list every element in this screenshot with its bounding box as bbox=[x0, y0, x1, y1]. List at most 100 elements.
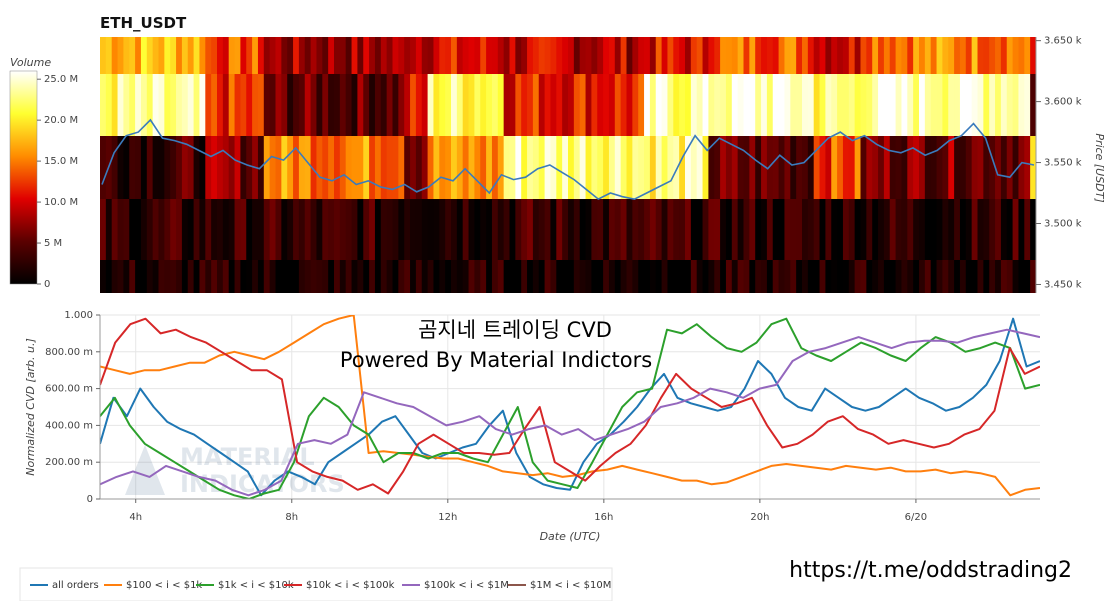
heatmap-cell bbox=[228, 74, 236, 136]
heatmap-cell bbox=[837, 199, 844, 260]
heatmap-cell bbox=[942, 74, 949, 136]
heatmap-cell bbox=[257, 37, 265, 74]
heatmap-cell bbox=[778, 199, 786, 260]
colorbar-tick-label: 15.0 M bbox=[44, 156, 78, 167]
cvd-line-s100k_1m bbox=[100, 328, 1040, 497]
heatmap-cell bbox=[878, 136, 885, 199]
overlay-title: 곰지네 트레이딩 CVD bbox=[418, 318, 612, 342]
heatmap-cell bbox=[632, 260, 639, 293]
heatmap-cell bbox=[462, 199, 470, 260]
price-axis-label: Price [USDT] bbox=[1093, 133, 1106, 202]
heatmap-cell bbox=[357, 136, 364, 199]
heatmap-cell bbox=[971, 136, 979, 199]
heatmap-cell bbox=[152, 199, 160, 260]
heatmap-cell bbox=[936, 199, 943, 260]
heatmap-cell bbox=[363, 136, 370, 199]
heatmap-cell bbox=[410, 199, 417, 260]
heatmap-cell bbox=[164, 37, 171, 74]
heatmap-cell bbox=[831, 136, 838, 199]
heatmap-cell bbox=[649, 199, 657, 260]
heatmap-cell bbox=[597, 260, 604, 293]
heatmap-cell bbox=[205, 37, 212, 74]
heatmap-cell bbox=[878, 199, 885, 260]
heatmap-cell bbox=[339, 136, 347, 199]
heatmap-cell bbox=[234, 199, 241, 260]
heatmap-cell bbox=[720, 74, 727, 136]
heatmap-cell bbox=[246, 260, 253, 293]
heatmap-cell bbox=[749, 74, 756, 136]
cvd-x-tick-label: 16h bbox=[594, 512, 613, 523]
heatmap-cell bbox=[275, 260, 282, 293]
heatmap-cell bbox=[398, 136, 405, 199]
heatmap-cell bbox=[486, 260, 493, 293]
heatmap-cell bbox=[304, 260, 312, 293]
heatmap-cell bbox=[281, 260, 288, 293]
heatmap-cell bbox=[199, 199, 206, 260]
heatmap-cell bbox=[263, 37, 271, 74]
heatmap-cell bbox=[462, 260, 470, 293]
heatmap-cell bbox=[392, 199, 399, 260]
heatmap-cell bbox=[866, 199, 873, 260]
heatmap-cell bbox=[275, 37, 282, 74]
heatmap-cell bbox=[690, 136, 698, 199]
heatmap-cell bbox=[252, 74, 259, 136]
heatmap-cell bbox=[895, 74, 903, 136]
legend-label-s100_1k: $100 < i < $1k bbox=[126, 580, 202, 591]
cvd-y-tick-label: 800.00 m bbox=[45, 347, 93, 358]
heatmap-cell bbox=[983, 199, 990, 260]
heatmap-cell bbox=[913, 136, 920, 199]
heatmap-cell bbox=[474, 199, 481, 260]
heatmap-cell bbox=[907, 74, 914, 136]
heatmap-cell bbox=[140, 260, 148, 293]
heatmap-cell bbox=[579, 260, 587, 293]
heatmap-cell bbox=[743, 37, 750, 74]
heatmap-cell bbox=[831, 74, 838, 136]
heatmap-cell bbox=[468, 136, 475, 199]
heatmap-cell bbox=[649, 37, 657, 74]
heatmap-cell bbox=[778, 74, 786, 136]
heatmap-cell bbox=[111, 260, 119, 293]
heatmap-cell bbox=[433, 74, 440, 136]
heatmap-cell bbox=[439, 74, 446, 136]
heatmap-cell bbox=[486, 74, 493, 136]
heatmap-cell bbox=[281, 37, 288, 74]
heatmap-cell bbox=[655, 37, 663, 74]
heatmap-cell bbox=[913, 37, 920, 74]
heatmap-cell bbox=[848, 260, 856, 293]
heatmap-cell bbox=[164, 260, 171, 293]
heatmap-cell bbox=[579, 37, 587, 74]
price-axis-ticks: 3.650 k 3.600 k 3.550 k 3.500 k 3.450 k bbox=[1036, 36, 1082, 290]
heatmap-cell bbox=[755, 136, 762, 199]
cvd-x-tick-label: 6/20 bbox=[905, 512, 927, 523]
heatmap-cell bbox=[608, 74, 616, 136]
heatmap-cell bbox=[614, 136, 622, 199]
heatmap-cell bbox=[725, 199, 733, 260]
heatmap-cell bbox=[439, 136, 446, 199]
heatmap-cell bbox=[527, 260, 534, 293]
heatmap-cell bbox=[649, 260, 657, 293]
heatmap-cell bbox=[626, 199, 633, 260]
heatmap-cell bbox=[445, 199, 452, 260]
heatmap-cell bbox=[287, 199, 294, 260]
heatmap-cell bbox=[626, 74, 633, 136]
heatmap-cell bbox=[901, 37, 908, 74]
heatmap-cell bbox=[146, 199, 154, 260]
heatmap-cell bbox=[989, 37, 996, 74]
heatmap-cell bbox=[690, 199, 698, 260]
heatmap-cell bbox=[334, 136, 341, 199]
heatmap-cell bbox=[995, 37, 1002, 74]
heatmap-cell bbox=[491, 37, 499, 74]
heatmap-cell bbox=[456, 199, 464, 260]
heatmap-cell bbox=[544, 199, 552, 260]
heatmap-cell bbox=[304, 37, 312, 74]
telegram-url[interactable]: https://t.me/oddstrading2 bbox=[789, 558, 1072, 583]
heatmap-cell bbox=[591, 199, 598, 260]
heatmap-cell bbox=[784, 37, 791, 74]
heatmap-cell bbox=[638, 260, 645, 293]
heatmap-cell bbox=[568, 37, 575, 74]
heatmap-cell bbox=[620, 199, 628, 260]
heatmap-cell bbox=[521, 136, 528, 199]
heatmap-cell bbox=[228, 37, 236, 74]
heatmap-cell bbox=[176, 136, 183, 199]
heatmap-cell bbox=[924, 260, 932, 293]
